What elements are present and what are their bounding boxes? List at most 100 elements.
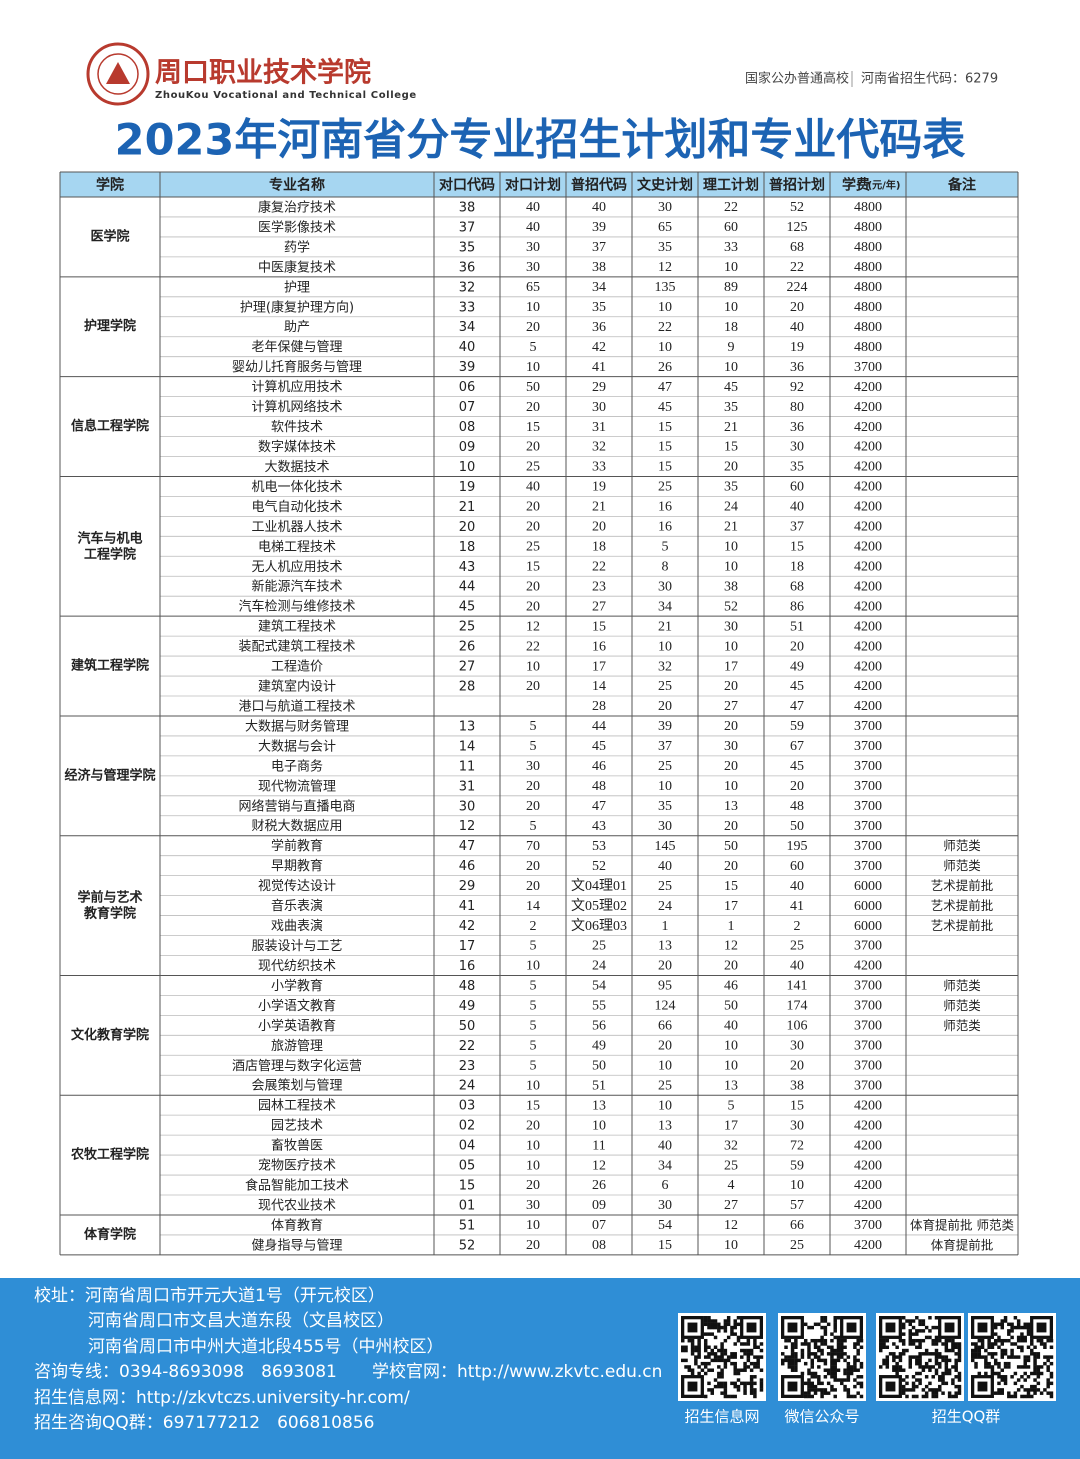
qr-cell (807, 1391, 811, 1395)
cell: 30 (658, 579, 672, 594)
college-name-line: 学前与艺术 (77, 889, 142, 905)
qr-cell (1036, 1352, 1041, 1356)
college-name-line: 汽车与机电 (77, 530, 142, 546)
header-row (60, 172, 1018, 197)
cell: 12 (658, 260, 672, 275)
major-name: 音乐表演 (271, 898, 323, 914)
qr-cell (823, 1319, 828, 1323)
cell: 6000 (854, 879, 882, 894)
qr-cell (859, 1381, 864, 1386)
qr-cell (697, 1338, 701, 1343)
logo (86, 42, 150, 106)
qr-cell (1046, 1338, 1050, 1343)
qr-cell (830, 1348, 834, 1353)
qr-cell (1013, 1316, 1018, 1320)
qr-cell (807, 1355, 811, 1359)
cell: 10 (526, 1078, 540, 1093)
cell: 30 (790, 440, 804, 455)
qr-cell (853, 1345, 857, 1349)
cell: 60 (790, 480, 804, 495)
qr-cell (810, 1388, 814, 1392)
qr-cell (908, 1335, 912, 1340)
qr-cell (1020, 1325, 1024, 1330)
qr-cell (905, 1381, 909, 1386)
cell: 10 (658, 1098, 672, 1113)
qr-cell (1023, 1361, 1027, 1366)
qr-cell (908, 1355, 912, 1359)
cell: 68 (790, 240, 804, 255)
cell: 10 (526, 659, 540, 674)
qr-cell (944, 1368, 949, 1372)
qr-cell (977, 1345, 982, 1349)
cell: 22 (658, 320, 672, 335)
cell: 40 (526, 200, 540, 215)
qr-cell (703, 1338, 708, 1343)
qr-cell (813, 1391, 818, 1395)
cell: 3700 (854, 979, 882, 994)
qr-cell (1000, 1375, 1004, 1379)
qr-cell (934, 1391, 939, 1395)
major-name: 机电一体化技术 (251, 480, 342, 495)
major-name: 会展策划与管理 (251, 1078, 342, 1094)
qr-cell (846, 1375, 851, 1379)
qr-cell (830, 1375, 834, 1379)
note: 师范类 (943, 838, 981, 853)
qr-cell (954, 1352, 958, 1356)
qr-cell (749, 1368, 754, 1372)
cell: 44 (459, 580, 476, 595)
cell: 18 (724, 320, 738, 335)
cell: 4800 (854, 260, 882, 275)
cell: 40 (724, 1019, 738, 1034)
cell: 37 (459, 220, 476, 235)
cell: 20 (526, 879, 540, 894)
cell: 18 (592, 540, 606, 555)
qr-cell (974, 1365, 978, 1369)
qr-cell (915, 1361, 919, 1366)
qr-cell (813, 1352, 818, 1356)
qr-cell (733, 1384, 737, 1389)
qr-cell (901, 1378, 906, 1382)
qr-cell (951, 1381, 955, 1386)
qr-cell (836, 1345, 841, 1349)
qr-cell (911, 1375, 916, 1379)
qr-cell (944, 1338, 949, 1343)
cell: 32 (658, 659, 672, 674)
qr-cell (720, 1371, 724, 1376)
qr-cell (1030, 1394, 1034, 1399)
qr-cell (1020, 1384, 1024, 1389)
cell: 28 (592, 699, 606, 714)
cell: 20 (790, 300, 804, 315)
qr-cell (957, 1391, 962, 1395)
qr-cell (710, 1322, 714, 1327)
cell: 21 (459, 500, 476, 515)
qr-cell (892, 1358, 896, 1363)
cell: 3700 (854, 819, 882, 834)
qr-cell (1043, 1361, 1047, 1366)
cell: 13 (724, 799, 738, 814)
qq-group: 招生咨询QQ群：697177212 606810856 (34, 1413, 374, 1433)
qr-cell (1039, 1338, 1044, 1343)
qr-cell (915, 1332, 919, 1336)
qr-cell (781, 1361, 785, 1366)
qr-cell (826, 1368, 831, 1372)
cell: 45 (592, 739, 606, 754)
qr-finder-dot (944, 1322, 955, 1333)
cell: 25 (658, 480, 672, 495)
cell: 4 (728, 1178, 735, 1193)
qr-cell (892, 1368, 896, 1372)
qr-cell (885, 1361, 890, 1366)
cell: 47 (658, 380, 672, 395)
cell: 20 (592, 520, 606, 535)
cell: 13 (724, 1078, 738, 1093)
qr-cell (717, 1384, 721, 1389)
qr-cell (703, 1365, 708, 1369)
qr-cell (833, 1365, 837, 1369)
major-name: 工程造价 (271, 660, 323, 675)
cell: 46 (592, 759, 606, 774)
qr-cell (820, 1335, 824, 1340)
qr-cell (784, 1355, 788, 1359)
qr-cell (833, 1378, 837, 1382)
major-name: 新能源汽车技术 (251, 579, 342, 595)
cell: 54 (592, 979, 606, 994)
qr-cell (977, 1355, 982, 1359)
